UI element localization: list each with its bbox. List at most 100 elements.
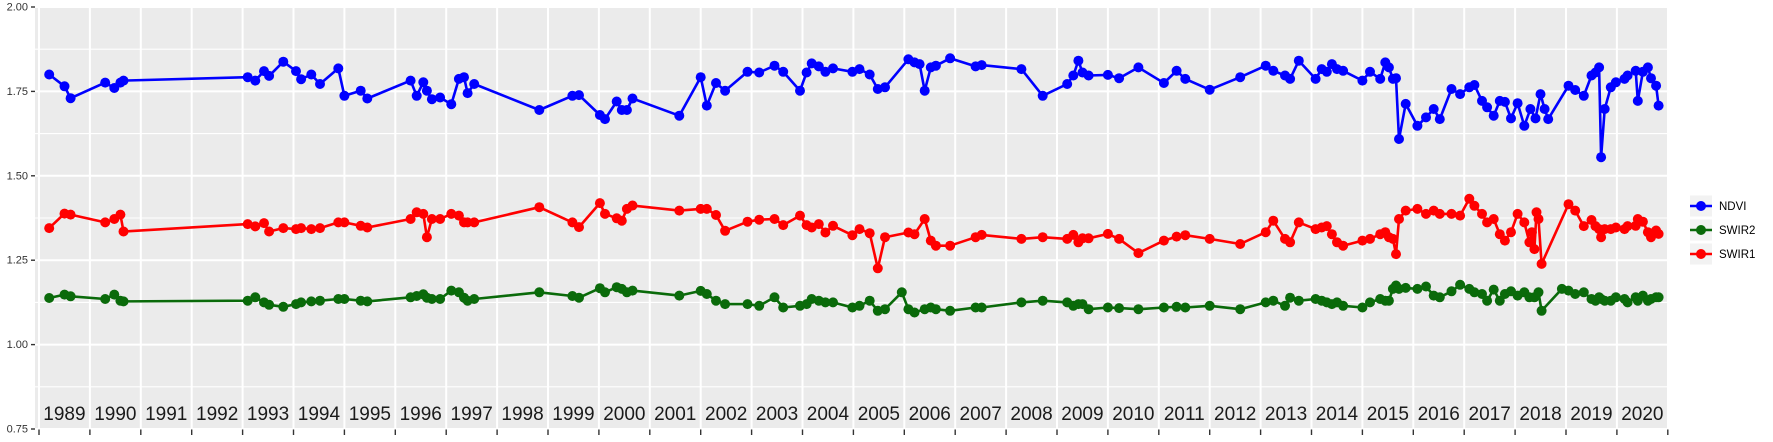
swir1-point xyxy=(1400,205,1411,216)
swir1-point xyxy=(945,240,956,251)
y-tick-label: 1.25 xyxy=(7,255,28,267)
year-label: 1999 xyxy=(552,404,594,425)
swir1-point xyxy=(453,210,464,221)
ndvi-point xyxy=(1651,80,1662,91)
ndvi-point xyxy=(1068,70,1079,81)
ndvi-point xyxy=(1599,104,1610,114)
swir1-point xyxy=(446,208,457,219)
swir1-point xyxy=(1455,210,1466,221)
swir1-point xyxy=(674,205,685,216)
year-labels: 1989 1990 1991 1992 1993 1994 1995 1996 1997 1998… xyxy=(43,404,1663,425)
swir1-point xyxy=(754,214,765,225)
swir1-point xyxy=(1293,217,1304,228)
swir2-point xyxy=(720,299,731,310)
ndvi-point xyxy=(795,85,805,96)
swir1-point xyxy=(616,215,627,226)
ndvi-point xyxy=(1596,152,1607,163)
swir2-point xyxy=(1400,282,1411,293)
swir1-point xyxy=(1394,214,1404,224)
ndvi-point xyxy=(264,70,275,81)
ndvi-point xyxy=(291,66,301,77)
ndvi-point xyxy=(355,85,366,96)
swir2-point xyxy=(426,294,437,304)
year-label: 2001 xyxy=(654,404,696,425)
swir2-point xyxy=(1412,283,1423,294)
ndvi-point xyxy=(813,61,824,72)
ndvi-point xyxy=(459,72,469,83)
ndvi-point xyxy=(296,74,307,85)
year-label: 1993 xyxy=(247,404,289,425)
ndvi-point xyxy=(333,63,344,74)
swir1-point xyxy=(930,240,941,251)
year-label: 2002 xyxy=(705,404,747,425)
swir1-point xyxy=(1326,229,1337,240)
ndvi-point xyxy=(411,90,422,101)
swir1-point xyxy=(1421,208,1431,219)
swir2-point xyxy=(1037,295,1048,306)
ndvi-point xyxy=(1400,98,1411,109)
y-tick-label: 1.00 xyxy=(7,339,28,351)
ndvi-point xyxy=(1365,66,1375,77)
swir1-point xyxy=(778,220,789,231)
year-label: 2018 xyxy=(1519,404,1561,425)
ndvi-point xyxy=(1310,73,1321,84)
year-label: 2020 xyxy=(1621,404,1663,425)
swir2-point xyxy=(306,296,317,307)
swir2-point xyxy=(1455,279,1466,290)
swir1-point xyxy=(1506,227,1516,238)
series-swir2 xyxy=(44,279,1664,318)
ndvi-point xyxy=(59,81,70,92)
swir2-point xyxy=(1016,297,1027,308)
swir1-point xyxy=(1477,208,1487,219)
swir1-point xyxy=(1365,233,1375,244)
swir1-point xyxy=(1529,244,1540,255)
swir2-point xyxy=(1114,303,1125,314)
ndvi-point xyxy=(462,88,473,99)
swir1-point xyxy=(1512,208,1523,219)
swir1-point xyxy=(813,219,824,230)
ndvi-point xyxy=(469,79,480,89)
y-tick-label: 0.75 xyxy=(7,424,28,436)
swir2-point xyxy=(828,297,838,308)
ndvi-point xyxy=(919,85,930,96)
ndvi-point xyxy=(1610,77,1621,88)
swir1-point xyxy=(1083,233,1094,244)
ndvi-point xyxy=(627,93,638,104)
year-label: 1991 xyxy=(145,404,187,425)
swir1-point xyxy=(820,227,831,238)
ndvi-point xyxy=(435,92,446,103)
swir2-point xyxy=(754,300,765,311)
swir1-point xyxy=(100,217,111,228)
ndvi-point xyxy=(1102,69,1113,80)
year-label: 1996 xyxy=(400,404,442,425)
swir1-point xyxy=(1391,249,1401,260)
ndvi-point xyxy=(674,110,685,121)
swir1-point xyxy=(1526,227,1537,238)
swir2-point xyxy=(1357,302,1368,313)
ndvi-point xyxy=(1642,62,1653,73)
swir1-point xyxy=(264,226,275,237)
ndvi-point xyxy=(1482,102,1493,113)
legend-item-swir2: SWIR2 xyxy=(1690,219,1755,241)
swir1-point xyxy=(1596,232,1607,243)
year-label: 2017 xyxy=(1469,404,1511,425)
ndvi-point xyxy=(1653,100,1664,111)
swir2-point xyxy=(264,299,275,310)
ndvi-point xyxy=(1594,62,1605,73)
swir1-point xyxy=(362,222,373,233)
swir1-point xyxy=(1068,229,1079,240)
swir2-point xyxy=(930,304,941,315)
ndvi-point xyxy=(1394,134,1404,144)
year-label: 1995 xyxy=(349,404,391,425)
ndvi-point xyxy=(1543,114,1554,125)
swir1-point xyxy=(1387,233,1398,244)
ndvi-point xyxy=(742,66,753,77)
ndvi-point xyxy=(600,114,610,125)
swir2-point xyxy=(864,295,875,306)
ndvi-point xyxy=(864,69,875,80)
swir2-point xyxy=(118,296,129,307)
swir2-point xyxy=(1338,300,1349,311)
ndvi-point xyxy=(1499,96,1510,107)
ndvi-point xyxy=(339,90,350,101)
swir2-point xyxy=(820,297,831,308)
